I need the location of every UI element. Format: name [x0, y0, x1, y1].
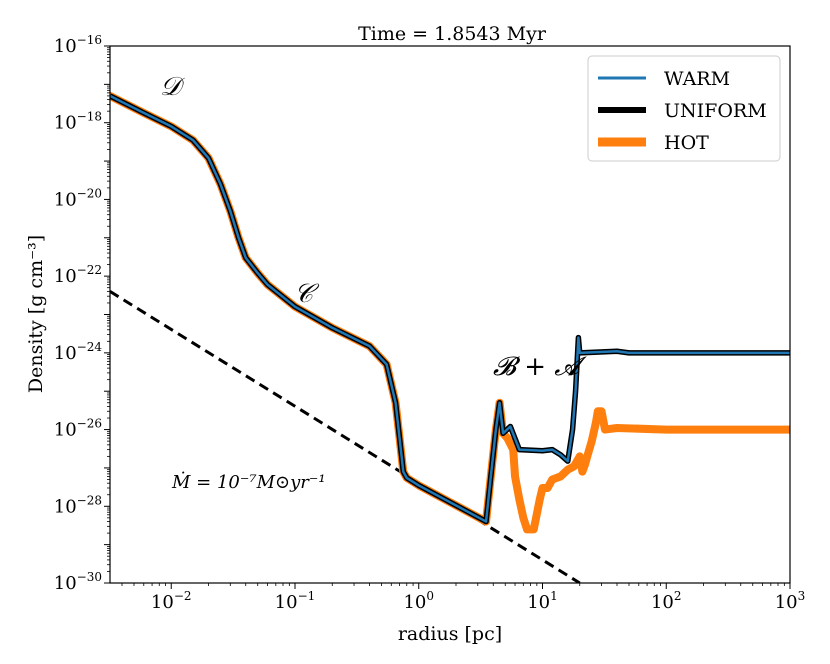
x-tick-label: 100 — [403, 589, 434, 613]
x-tick-label: 103 — [775, 589, 806, 613]
y-tick-label: 10−22 — [54, 263, 102, 287]
annotation-mdot: Ṁ = 10⁻⁷M⊙yr⁻¹ — [171, 470, 326, 493]
y-axis-label: Density [g cm⁻³] — [25, 235, 47, 393]
legend: WARM UNIFORM HOT — [587, 55, 781, 162]
y-tick-label: 10−20 — [54, 186, 102, 210]
legend-box — [587, 55, 781, 162]
x-axis-label: radius [pc] — [398, 623, 502, 645]
y-tick-label: 10−30 — [54, 570, 102, 594]
y-tick-label: 10−16 — [54, 33, 102, 57]
annotation-region-b-a: 𝓑 + 𝓐 — [493, 352, 587, 382]
x-axis: 10−2 10−1 100 101 102 103 — [121, 583, 806, 613]
legend-label-warm: WARM — [664, 68, 730, 90]
chart-title: Time = 1.8543 Myr — [358, 23, 547, 45]
legend-label-hot: HOT — [664, 132, 709, 154]
y-tick-label: 10−18 — [54, 110, 102, 134]
y-tick-label: 10−26 — [54, 417, 102, 441]
annotation-region-d: 𝒟 — [160, 72, 185, 102]
series-line-warm — [110, 94, 790, 523]
legend-label-uniform: UNIFORM — [664, 100, 767, 122]
x-tick-label: 101 — [527, 589, 558, 613]
y-tick-label: 10−28 — [54, 493, 102, 517]
x-tick-label: 10−1 — [275, 589, 316, 613]
mdot-reference-line — [110, 290, 581, 583]
y-tick-label: 10−24 — [54, 340, 103, 364]
x-tick-label: 10−2 — [151, 589, 192, 613]
annotation-region-c: 𝒞 — [294, 279, 320, 309]
y-axis: 10−30 10−28 10−26 10−24 10−22 10−20 10−18 10−16 — [54, 33, 110, 594]
x-tick-label: 102 — [651, 589, 682, 613]
plot-lines — [110, 91, 790, 583]
